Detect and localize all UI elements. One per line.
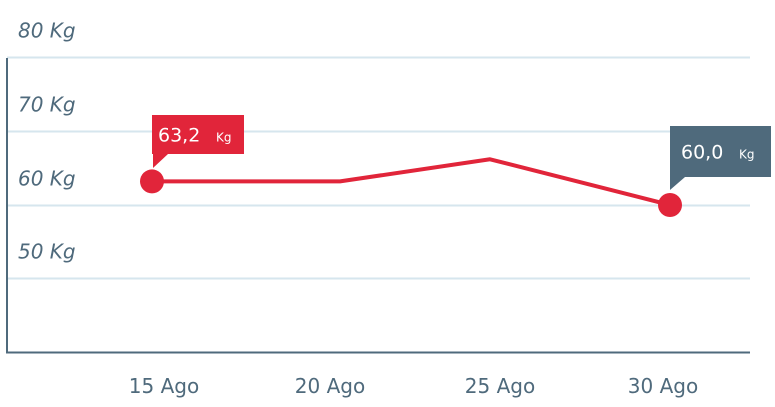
data-point-marker: [140, 169, 164, 194]
callout-value: 60,0: [681, 142, 723, 164]
x-tick-label: 20 Ago: [295, 374, 365, 398]
callout-box: [152, 115, 244, 154]
series-line: [150, 157, 672, 207]
x-axis-tick-labels: 15 Ago 20 Ago 25 Ago 30 Ago: [129, 374, 698, 398]
callout-unit: Kg: [739, 148, 755, 162]
callout-box: [670, 126, 771, 177]
callout-unit: Kg: [216, 131, 232, 145]
series-layer: [140, 157, 682, 217]
grid-lines: [7, 56, 750, 280]
value-callout: 63,2 Kg: [152, 115, 244, 168]
x-tick-label: 25 Ago: [465, 374, 535, 398]
x-tick-label: 30 Ago: [628, 374, 698, 398]
data-point-marker: [658, 193, 682, 217]
y-tick-label: 70 Kg: [18, 93, 76, 117]
y-axis-tick-labels: 50 Kg 60 Kg 70 Kg 80 Kg: [18, 19, 76, 264]
y-tick-label: 60 Kg: [18, 167, 76, 191]
y-tick-label: 50 Kg: [18, 240, 76, 264]
value-callout: 60,0 Kg: [670, 126, 771, 190]
axes: [6, 58, 750, 354]
callout-pointer: [670, 177, 685, 190]
x-tick-label: 15 Ago: [129, 374, 199, 398]
callout-pointer: [153, 154, 168, 168]
value-callouts: 63,2 Kg 60,0 Kg: [152, 115, 771, 190]
y-tick-label: 80 Kg: [18, 19, 76, 43]
callout-value: 63,2: [158, 125, 200, 147]
